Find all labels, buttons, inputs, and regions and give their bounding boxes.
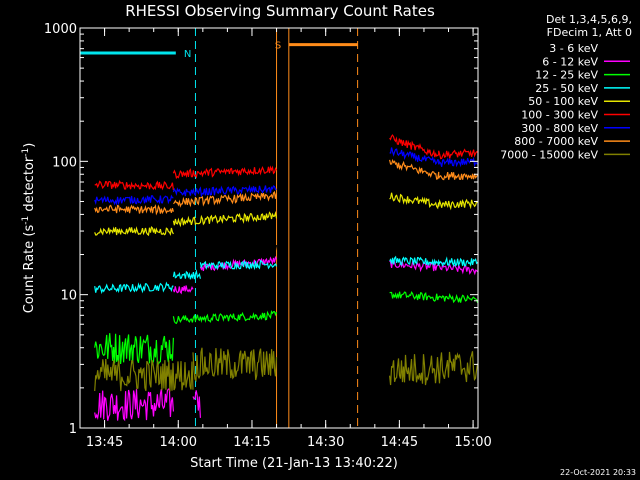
series-line <box>389 255 479 268</box>
series-line <box>389 158 479 181</box>
series-group <box>94 134 479 422</box>
series-line <box>389 259 479 276</box>
legend-header-line-2: FDecim 1, Att 0 <box>547 26 632 39</box>
series-line <box>172 210 278 228</box>
legend: Det 1,3,4,5,6,9, FDecim 1, Att 0 3 - 6 k… <box>500 13 632 161</box>
series-line <box>192 347 278 383</box>
legend-entry-label: 50 - 100 keV <box>528 95 598 108</box>
series-line <box>172 269 201 280</box>
x-tick-label: 15:00 <box>454 435 491 450</box>
series-line <box>94 226 174 237</box>
x-tick-label: 14:30 <box>307 435 344 450</box>
y-tick-label: 1000 <box>44 22 77 37</box>
series-line <box>389 250 478 261</box>
event-vlines: NS <box>79 28 479 428</box>
legend-entry-label: 300 - 800 keV <box>521 122 598 135</box>
series-6-to-12keV <box>94 255 479 422</box>
series-line <box>172 190 278 208</box>
series-line <box>389 147 479 168</box>
series-100-to-300keV <box>94 134 478 191</box>
series-line <box>389 291 479 304</box>
series-line <box>172 165 278 180</box>
series-25-to-50keV <box>94 255 479 295</box>
x-axis-label: Start Time (21-Jan-13 13:40:22) <box>190 456 398 471</box>
legend-entry-label: 100 - 300 keV <box>521 109 598 122</box>
series-300-to-800keV <box>94 147 479 206</box>
legend-entry-label: 12 - 25 keV <box>535 69 598 82</box>
series-line <box>94 204 174 216</box>
series-12-to-25keV <box>94 291 479 366</box>
series-line <box>94 388 174 422</box>
chart-title: RHESSI Observing Summary Count Rates <box>125 2 435 20</box>
series-line <box>94 281 174 295</box>
series-7000-to-15000keV <box>94 347 479 392</box>
legend-header-line-1: Det 1,3,4,5,6,9, <box>546 13 632 26</box>
y-tick-label: 100 <box>52 155 77 170</box>
series-line <box>199 244 278 260</box>
series-line <box>389 192 479 211</box>
series-line <box>172 285 194 295</box>
x-tick-label: 14:15 <box>233 435 270 450</box>
legend-entry-label: 800 - 7000 keV <box>514 135 598 148</box>
series-line <box>389 134 478 160</box>
legend-entry-label: 25 - 50 keV <box>535 82 598 95</box>
series-line <box>172 184 277 199</box>
legend-entry-label: 6 - 12 keV <box>542 55 598 68</box>
axes: 1 10 100 1000 13:45 14:00 14:15 14:30 14:45 15:00 <box>44 22 492 450</box>
series-50-to-100keV <box>94 192 479 237</box>
footer-date: 22-Oct-2021 20:33 <box>560 468 636 477</box>
x-tick-label: 14:00 <box>160 435 197 450</box>
saa-label: S <box>275 41 281 52</box>
x-tick-label: 13:45 <box>86 435 123 450</box>
legend-entry-label: 3 - 6 keV <box>549 42 598 55</box>
series-800-to-7000keV <box>94 158 479 216</box>
series-line <box>94 179 174 191</box>
series-line <box>192 390 201 418</box>
plot-frame <box>79 27 479 429</box>
legend-entry-label: 7000 - 15000 keV <box>500 148 598 161</box>
y-axis-label: Count Rate (s-1 detector-1) <box>21 143 37 314</box>
y-tick-label: 10 <box>60 289 77 304</box>
x-tick-label: 14:45 <box>381 435 418 450</box>
series-line <box>94 333 174 366</box>
series-line <box>94 194 174 206</box>
series-line <box>94 358 194 392</box>
y-tick-label: 1 <box>69 422 77 437</box>
series-line <box>172 309 278 325</box>
night-label: N <box>184 49 191 60</box>
series-line <box>389 351 479 386</box>
series-line <box>199 259 278 271</box>
